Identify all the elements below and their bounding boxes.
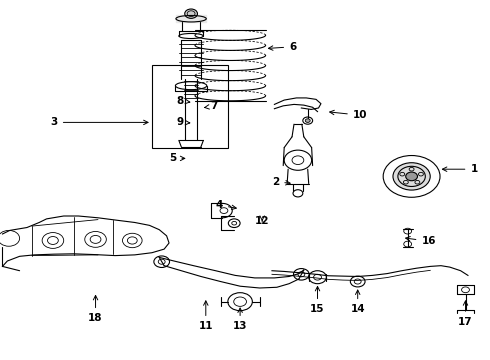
Text: 10: 10 (330, 110, 368, 120)
Text: 11: 11 (198, 301, 213, 331)
Text: 15: 15 (310, 287, 325, 314)
Text: 3: 3 (50, 117, 148, 127)
Text: 18: 18 (88, 296, 103, 323)
Text: 6: 6 (269, 42, 296, 52)
Bar (152, 65, 228, 148)
Text: 4: 4 (216, 200, 236, 210)
Circle shape (406, 172, 417, 181)
Text: 2: 2 (272, 177, 290, 187)
Text: 1: 1 (442, 164, 478, 174)
Text: 12: 12 (255, 216, 270, 226)
Text: 9: 9 (176, 117, 190, 127)
Text: 17: 17 (458, 301, 473, 327)
Text: 5: 5 (169, 153, 185, 163)
Circle shape (305, 119, 310, 122)
Text: 13: 13 (233, 308, 247, 331)
Text: 8: 8 (176, 96, 190, 106)
Text: 7: 7 (205, 101, 218, 111)
Circle shape (185, 9, 197, 18)
Text: 14: 14 (350, 290, 365, 314)
Text: 16: 16 (406, 236, 436, 246)
Circle shape (393, 163, 430, 190)
